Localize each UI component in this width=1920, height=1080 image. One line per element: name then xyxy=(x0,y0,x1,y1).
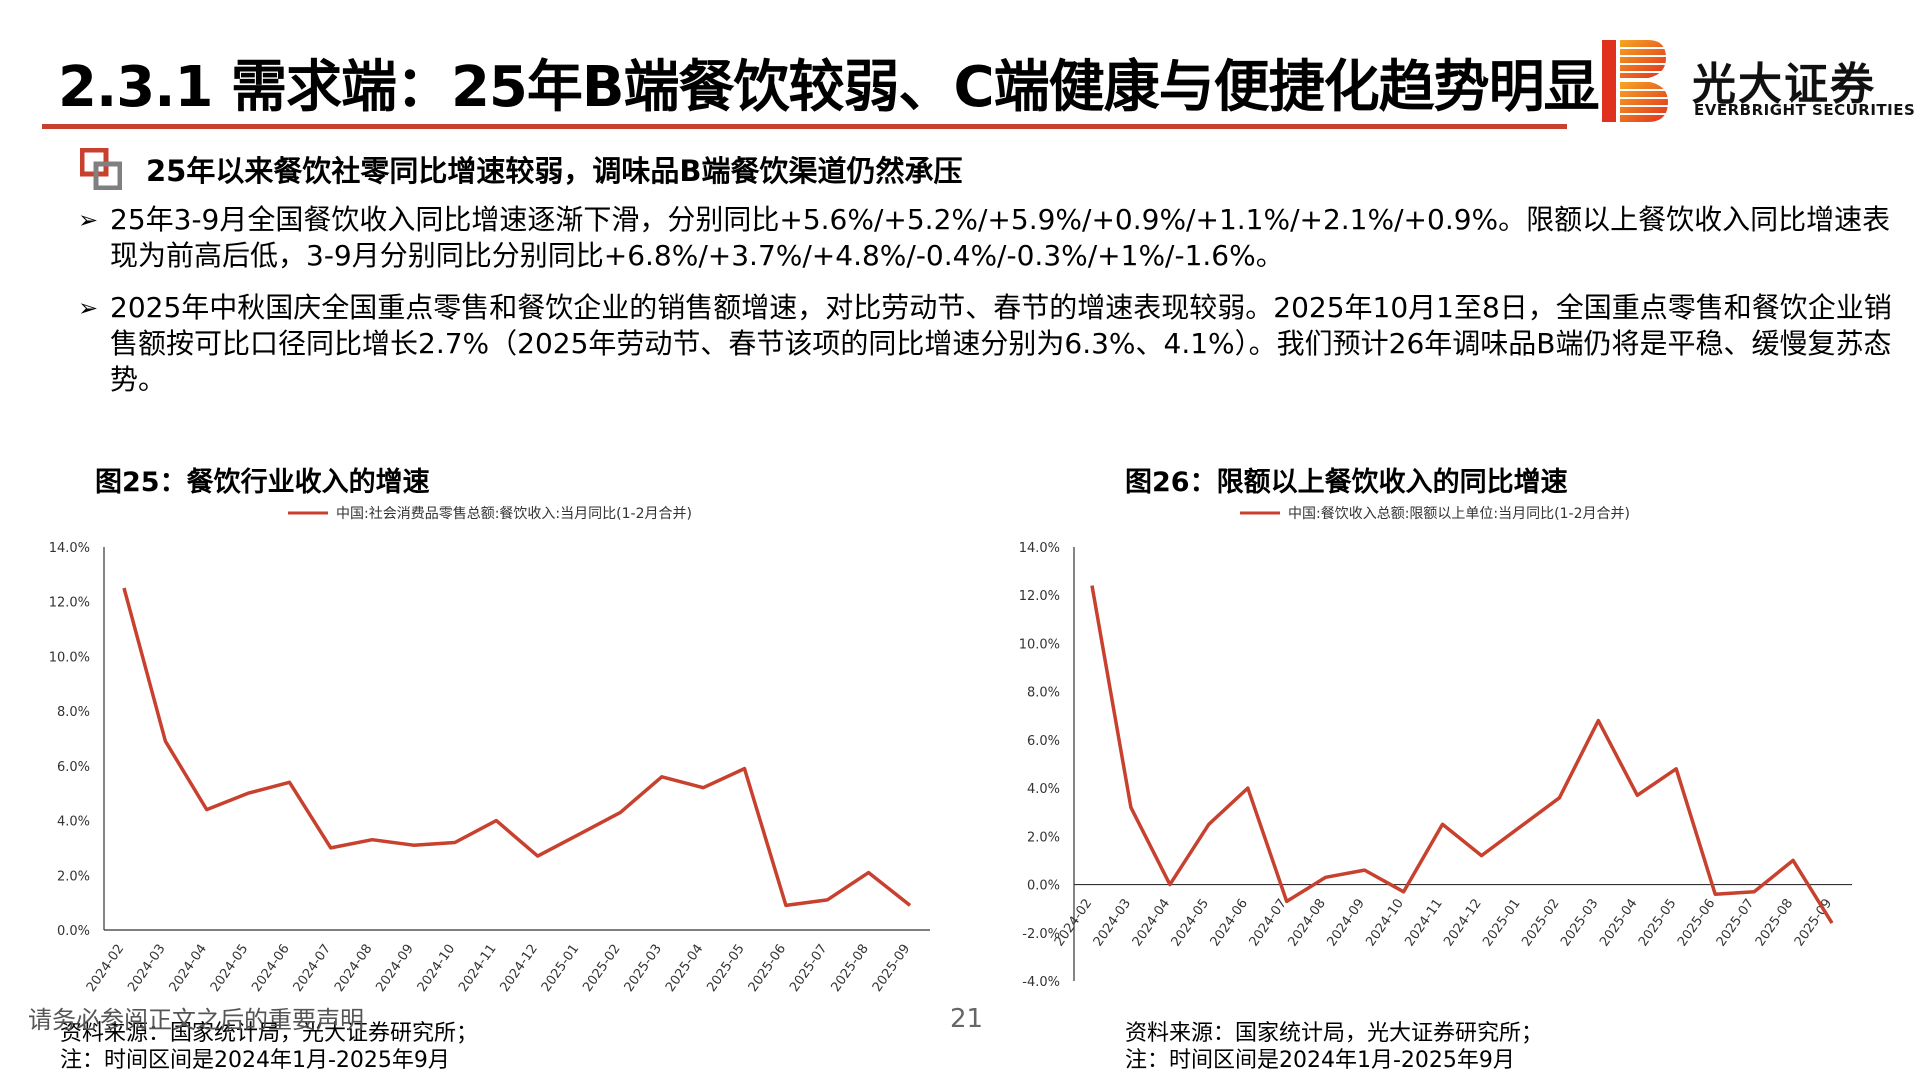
chart-above-limit-revenue-growth: 中国:餐饮收入总额:限额以上单位:当月同比(1-2月合并) -4.0% -2.0% 0… xyxy=(1019,506,1852,990)
y-tick-label: -4.0% xyxy=(1022,975,1060,990)
x-tick-label: 2024-12 xyxy=(1441,896,1484,949)
x-tick-label: 2025-03 xyxy=(1558,896,1601,949)
x-tick-label: 2024-04 xyxy=(167,942,210,995)
x-tick-label: 2024-08 xyxy=(1286,896,1329,949)
x-tick-label: 2024-05 xyxy=(208,942,251,995)
y-tick-label: 4.0% xyxy=(1027,782,1060,797)
figure-26-source: 资料来源：国家统计局，光大证券研究所； 注：时间区间是2024年1月-2025年… xyxy=(1125,1020,1543,1074)
note-text: 注：时间区间是2024年1月-2025年9月 xyxy=(1125,1048,1515,1073)
x-tick-label: 2025-09 xyxy=(870,942,913,995)
y-tick-label: 2.0% xyxy=(1027,830,1060,845)
x-tick-label: 2024-02 xyxy=(84,942,127,995)
legend-label: 中国:餐饮收入总额:限额以上单位:当月同比(1-2月合并) xyxy=(1288,506,1630,522)
x-tick-label: 2024-12 xyxy=(498,942,541,995)
x-tick-label: 2024-11 xyxy=(456,942,499,995)
y-tick-label: 10.0% xyxy=(1019,637,1060,652)
disclaimer: 请务必参阅正文之后的重要声明 xyxy=(28,1006,364,1034)
source-text: 资料来源：国家统计局，光大证券研究所； xyxy=(1125,1021,1544,1046)
x-tick-label: 2025-07 xyxy=(787,942,830,995)
section-heading-text: 25年以来餐饮社零同比增速较弱，调味品B端餐饮渠道仍然承压 xyxy=(146,154,963,188)
logo-english-name: EVERBRIGHT SECURITIES xyxy=(1694,101,1916,119)
logo-chinese-name: 光大证券 xyxy=(1692,59,1876,110)
x-tick-label: 2024-05 xyxy=(1169,896,1212,949)
y-tick-label: 2.0% xyxy=(57,869,90,884)
figure-25-title: 图25：餐饮行业收入的增速 xyxy=(95,467,430,498)
y-tick-label: 12.0% xyxy=(1019,589,1060,604)
x-tick-label: 2024-03 xyxy=(125,942,168,995)
x-tick-label: 2025-07 xyxy=(1714,896,1757,949)
y-tick-label: 8.0% xyxy=(57,705,90,720)
x-tick-label: 2024-09 xyxy=(1324,896,1367,949)
page-title: 2.3.1 需求端：25年B端餐饮较弱、C端健康与便捷化趋势明显 xyxy=(58,55,1600,120)
x-tick-label: 2025-01 xyxy=(1480,896,1523,949)
source-text: 资料来源：国家统计局，光大证券研究所； xyxy=(60,1021,479,1046)
y-tick-label: 10.0% xyxy=(49,650,90,665)
x-tick-label: 2025-04 xyxy=(663,942,706,995)
legend-label: 中国:社会消费品零售总额:餐饮收入:当月同比(1-2月合并) xyxy=(336,506,692,522)
x-tick-label: 2024-07 xyxy=(1247,896,1290,949)
x-tick-label: 2024-08 xyxy=(332,942,375,995)
x-tick-label: 2025-05 xyxy=(1636,896,1679,949)
bullet-item: ➢ 25年3-9月全国餐饮收入同比增速逐渐下滑，分别同比+5.6%/+5.2%/… xyxy=(78,202,1908,274)
x-tick-label: 2024-06 xyxy=(249,942,292,995)
y-tick-label: 6.0% xyxy=(57,760,90,775)
figure-26-title: 图26：限额以上餐饮收入的同比增速 xyxy=(1125,467,1568,498)
y-tick-label: 12.0% xyxy=(49,596,90,611)
x-tick-label: 2025-03 xyxy=(622,942,665,995)
x-tick-label: 2024-03 xyxy=(1091,896,1134,949)
x-tick-label: 2025-06 xyxy=(1675,896,1718,949)
series-line xyxy=(122,587,912,908)
x-tick-label: 2025-05 xyxy=(704,942,747,995)
x-tick-label: 2025-08 xyxy=(1753,896,1796,949)
x-tick-label: 2025-02 xyxy=(1519,896,1562,949)
y-tick-label: 0.0% xyxy=(57,924,90,939)
y-tick-label: 4.0% xyxy=(57,815,90,830)
title-divider xyxy=(42,124,1567,129)
x-tick-label: 2025-09 xyxy=(1792,896,1835,949)
y-tick-label: -2.0% xyxy=(1022,927,1060,942)
x-tick-label: 2025-08 xyxy=(828,942,871,995)
y-tick-label: 14.0% xyxy=(49,541,90,556)
note-text: 注：时间区间是2024年1月-2025年9月 xyxy=(60,1048,450,1073)
everbright-logo-icon xyxy=(1602,40,1668,122)
page-number: 21 xyxy=(950,1004,984,1034)
x-tick-label: 2025-01 xyxy=(539,942,582,995)
series-line xyxy=(1090,585,1834,925)
figure-25-source: 资料来源：国家统计局，光大证券研究所； 注：时间区间是2024年1月-2025年… xyxy=(60,1020,478,1074)
bullet-item: ➢ 2025年中秋国庆全国重点零售和餐饮企业的销售额增速，对比劳动节、春节的增速… xyxy=(78,290,1908,398)
y-tick-label: 6.0% xyxy=(1027,734,1060,749)
y-tick-label: 8.0% xyxy=(1027,686,1060,701)
y-tick-label: 14.0% xyxy=(1019,541,1060,556)
x-tick-label: 2024-09 xyxy=(373,942,416,995)
arrow-bullet-icon: ➢ xyxy=(78,294,99,322)
x-tick-label: 2024-06 xyxy=(1208,896,1251,949)
x-tick-label: 2024-10 xyxy=(415,942,458,995)
y-tick-label: 0.0% xyxy=(1027,879,1060,894)
arrow-bullet-icon: ➢ xyxy=(78,206,99,234)
x-tick-label: 2024-04 xyxy=(1130,896,1173,949)
nested-squares-icon xyxy=(80,148,122,190)
x-tick-label: 2024-10 xyxy=(1363,896,1406,949)
bullet-text: 2025年中秋国庆全国重点零售和餐饮企业的销售额增速，对比劳动节、春节的增速表现… xyxy=(110,291,1892,396)
bullet-text: 25年3-9月全国餐饮收入同比增速逐渐下滑，分别同比+5.6%/+5.2%/+5… xyxy=(110,203,1891,272)
x-tick-label: 2025-04 xyxy=(1597,896,1640,949)
x-tick-label: 2025-02 xyxy=(580,942,623,995)
x-tick-label: 2024-11 xyxy=(1402,896,1445,949)
chart-restaurant-revenue-growth: 中国:社会消费品零售总额:餐饮收入:当月同比(1-2月合并) 0.0% 2.0% 4.… xyxy=(49,506,930,995)
brand-logo: 光大证券 EVERBRIGHT SECURITIES xyxy=(1600,38,1915,128)
x-tick-label: 2024-07 xyxy=(291,942,334,995)
x-tick-label: 2025-06 xyxy=(746,942,789,995)
